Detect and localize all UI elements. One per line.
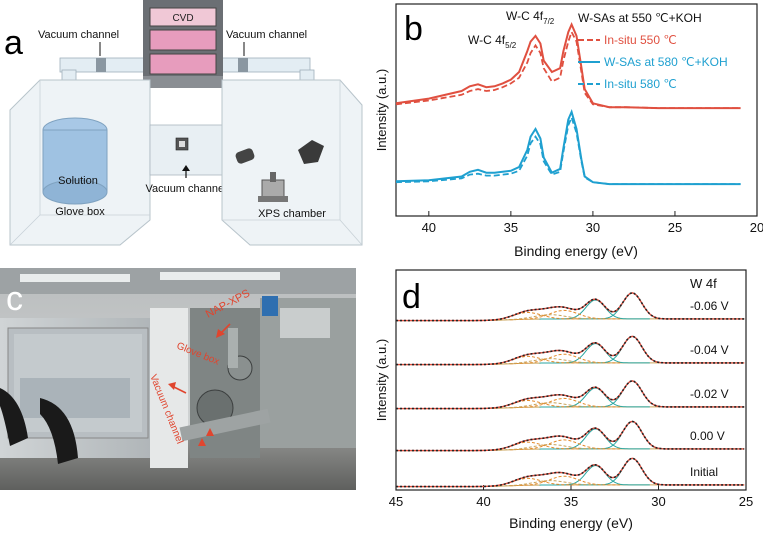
glove-box: Solution Glove box xyxy=(9,79,151,246)
peak-label-72: W-C 4f7/2 xyxy=(506,9,555,26)
component-peak xyxy=(578,335,689,364)
component-peak xyxy=(578,457,689,486)
x-tick-label-d: 45 xyxy=(389,494,403,509)
label-vacuum-right: Vacuum channel xyxy=(226,29,307,41)
component-peak xyxy=(493,402,605,409)
spectrum-label: -0.02 V xyxy=(690,387,729,401)
component-peak xyxy=(473,312,582,322)
spectrum-label: -0.06 V xyxy=(690,299,729,313)
component-peak xyxy=(539,428,650,450)
x-tick-label: 40 xyxy=(422,220,436,235)
label-xps-chamber: XPS chamber xyxy=(258,208,326,220)
raw-data xyxy=(396,335,745,366)
component-peak xyxy=(509,475,620,487)
xps-chamber: XPS chamber xyxy=(221,79,363,246)
component-peak xyxy=(473,477,582,488)
component-peak xyxy=(539,299,650,320)
component-peak xyxy=(473,355,582,366)
component-peak xyxy=(509,309,620,321)
series-line-0 xyxy=(395,21,741,110)
lab-photo: NAP-XPS Glove box Vacuum channel xyxy=(0,268,356,490)
raw-data xyxy=(396,380,745,410)
x-tick-label-d: 25 xyxy=(739,494,753,509)
x-tick-label: 20 xyxy=(750,220,763,235)
component-peak xyxy=(578,380,689,408)
plot-frame xyxy=(395,3,758,217)
panel-letter-a: a xyxy=(4,24,23,62)
x-tick-label-d: 35 xyxy=(564,494,578,509)
component-peak xyxy=(473,441,582,452)
raw-data xyxy=(396,292,745,322)
component-peak xyxy=(509,439,620,451)
peak-label-52: W-C 4f5/2 xyxy=(468,33,517,50)
label-solution: Solution xyxy=(58,175,98,187)
x-tick-label: 30 xyxy=(586,220,600,235)
panel-letter-c: c xyxy=(6,280,23,318)
spectrum-label: 0.00 V xyxy=(690,429,725,443)
central-vacuum-channel: Vacuum channel xyxy=(145,124,227,195)
x-axis-label-d: Binding energy (eV) xyxy=(509,515,633,531)
component-peak xyxy=(539,464,650,486)
label-vacuum-center: Vacuum channel xyxy=(145,183,226,195)
component-peak xyxy=(493,314,605,321)
component-peak xyxy=(509,397,620,409)
legend-entry-1: In-situ 550 ℃ xyxy=(604,33,677,47)
component-peak xyxy=(493,480,605,487)
raw-data xyxy=(396,420,745,452)
label-vacuum-left: Vacuum channel xyxy=(38,29,119,41)
legend-entry-3: In-situ 580 ℃ xyxy=(604,77,677,91)
label-cvd: CVD xyxy=(172,13,193,24)
x-tick-label-d: 30 xyxy=(651,494,665,509)
legend-entry-0: W-SAs at 550 ℃+KOH xyxy=(578,11,702,25)
component-peak xyxy=(509,353,620,365)
label-glove-box: Glove box xyxy=(55,206,105,218)
chart-b: 40 35 30 25 20 W-SAs at 550 ℃+KOH In-situ 550… xyxy=(374,3,763,259)
cvd-furnace: CVD xyxy=(143,0,223,88)
y-axis-label-d: Intensity (a.u.) xyxy=(374,339,389,421)
schematic-diagram: CVD Solution Glove box Vacuum channel xyxy=(9,0,363,246)
panel-a: CVD Solution Glove box Vacuum channel xyxy=(0,0,372,262)
x-tick-label: 35 xyxy=(504,220,518,235)
component-peak xyxy=(539,387,650,408)
series-line-3 xyxy=(395,115,741,185)
x-axis-label: Binding energy (eV) xyxy=(514,243,638,259)
panel-c-photo: NAP-XPS Glove box Vacuum channel c xyxy=(0,268,356,490)
spectrum-label: Initial xyxy=(690,465,718,479)
panel-b: 40 35 30 25 20 W-SAs at 550 ℃+KOH In-situ 550… xyxy=(372,0,763,262)
component-peak xyxy=(539,342,650,364)
chart-d: 45 40 35 30 25 -0.06 V -0.04 V -0.02 V 0.00 V In… xyxy=(374,269,753,531)
panel-d: 45 40 35 30 25 -0.06 V -0.04 V -0.02 V 0.00 V In… xyxy=(372,262,763,534)
component-peak xyxy=(493,444,605,451)
valve-left xyxy=(96,58,106,72)
component-peak xyxy=(578,420,689,450)
pipe-right xyxy=(219,57,311,73)
panel-letter-d: d xyxy=(402,278,421,316)
x-tick-label-d: 40 xyxy=(476,494,490,509)
series-line-2 xyxy=(395,108,741,186)
raw-data xyxy=(396,457,745,488)
valve-right xyxy=(238,58,248,72)
spectrum-label: -0.04 V xyxy=(690,343,729,357)
y-axis-label: Intensity (a.u.) xyxy=(374,69,389,151)
x-tick-label: 25 xyxy=(668,220,682,235)
legend-entry-2: W-SAs at 580 ℃+KOH xyxy=(604,55,728,69)
component-peak xyxy=(493,358,605,365)
series-line-1 xyxy=(395,29,741,109)
component-peak xyxy=(473,400,582,410)
component-peak xyxy=(578,292,689,320)
panel-letter-b: b xyxy=(404,10,423,48)
chart-d-title: W 4f xyxy=(690,276,717,291)
